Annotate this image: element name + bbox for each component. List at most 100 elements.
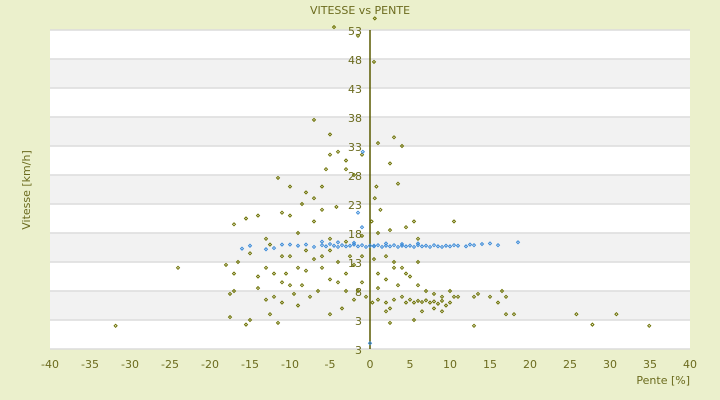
- data-point: [223, 262, 229, 268]
- data-point: [287, 242, 293, 247]
- data-point: [415, 236, 421, 242]
- data-point: [387, 161, 393, 166]
- data-point: [275, 320, 281, 326]
- data-point: [359, 253, 365, 259]
- data-point: [367, 243, 373, 248]
- data-point: [471, 294, 477, 300]
- data-point: [375, 230, 381, 236]
- data-point: [343, 158, 349, 163]
- data-point: [343, 271, 349, 276]
- x-tick-label: -5: [325, 358, 336, 371]
- x-tick-label: 5: [407, 358, 414, 371]
- data-point: [435, 244, 441, 249]
- data-point: [347, 253, 353, 259]
- data-point: [415, 241, 421, 246]
- data-point: [271, 294, 277, 300]
- data-point: [247, 317, 253, 323]
- data-point: [511, 311, 517, 317]
- data-point: [614, 311, 619, 317]
- data-point: [351, 172, 357, 178]
- data-point: [351, 297, 357, 302]
- data-point: [279, 242, 285, 247]
- data-point: [319, 253, 325, 259]
- data-point: [427, 300, 433, 305]
- data-point: [175, 265, 181, 271]
- data-point: [351, 240, 357, 246]
- data-point: [447, 288, 453, 294]
- data-point: [395, 181, 401, 186]
- x-tick-label: -35: [81, 358, 99, 371]
- data-point: [371, 256, 377, 262]
- data-point: [383, 241, 389, 246]
- x-tick-label: -40: [41, 358, 59, 371]
- data-point: [323, 166, 329, 172]
- data-point: [451, 294, 457, 300]
- data-point: [403, 224, 409, 230]
- data-point: [327, 152, 333, 157]
- data-point: [411, 300, 417, 305]
- data-point: [451, 242, 457, 248]
- data-point: [359, 152, 365, 157]
- data-point: [339, 242, 345, 248]
- data-point: [419, 309, 425, 314]
- data-point: [355, 210, 361, 215]
- x-tick-label: -20: [201, 358, 219, 371]
- data-point: [423, 298, 429, 303]
- x-tick-label: 0: [367, 358, 374, 371]
- data-point: [311, 256, 317, 262]
- y-tick-label: 13: [348, 257, 362, 270]
- data-point: [467, 242, 473, 247]
- data-point: [455, 243, 461, 248]
- data-point: [391, 259, 397, 265]
- data-point: [439, 298, 445, 304]
- x-tick-label: 10: [443, 358, 457, 371]
- data-point: [299, 282, 305, 288]
- data-point: [335, 149, 341, 155]
- data-point: [415, 298, 421, 304]
- chart-title: VITESSE vs PENTE: [310, 4, 410, 17]
- data-point: [407, 274, 413, 279]
- data-point: [371, 243, 377, 248]
- data-point: [499, 288, 505, 294]
- x-tick-label: -15: [241, 358, 259, 371]
- data-point: [247, 243, 253, 248]
- data-point: [495, 242, 501, 248]
- data-point: [447, 300, 453, 305]
- data-point: [113, 323, 118, 329]
- data-point: [471, 323, 477, 329]
- data-point: [369, 219, 374, 224]
- data-point: [375, 140, 381, 146]
- data-point: [399, 143, 405, 149]
- data-point: [283, 271, 289, 276]
- data-point: [267, 311, 273, 317]
- data-point: [515, 240, 521, 245]
- data-point: [279, 280, 285, 285]
- y-tick-label: 3: [355, 315, 362, 328]
- data-point: [295, 303, 301, 308]
- data-point: [323, 244, 329, 249]
- data-point: [327, 236, 333, 242]
- data-point: [370, 300, 375, 305]
- data-point: [451, 219, 457, 224]
- data-point: [335, 240, 341, 245]
- data-point: [263, 247, 269, 252]
- data-point: [363, 294, 369, 300]
- data-point: [387, 306, 393, 311]
- data-point: [383, 253, 389, 259]
- data-point: [399, 265, 405, 271]
- data-point: [391, 135, 397, 140]
- data-point: [495, 300, 501, 305]
- data-point: [367, 340, 373, 346]
- data-point: [411, 244, 417, 250]
- data-point: [359, 242, 365, 248]
- data-point: [263, 236, 269, 242]
- data-point: [319, 239, 325, 244]
- x-tick-label: 20: [523, 358, 537, 371]
- data-point: [239, 246, 245, 251]
- y-tick-label: 3: [355, 344, 362, 357]
- data-point: [319, 242, 325, 248]
- data-point: [391, 297, 397, 302]
- data-point: [327, 132, 333, 137]
- data-point: [378, 207, 383, 213]
